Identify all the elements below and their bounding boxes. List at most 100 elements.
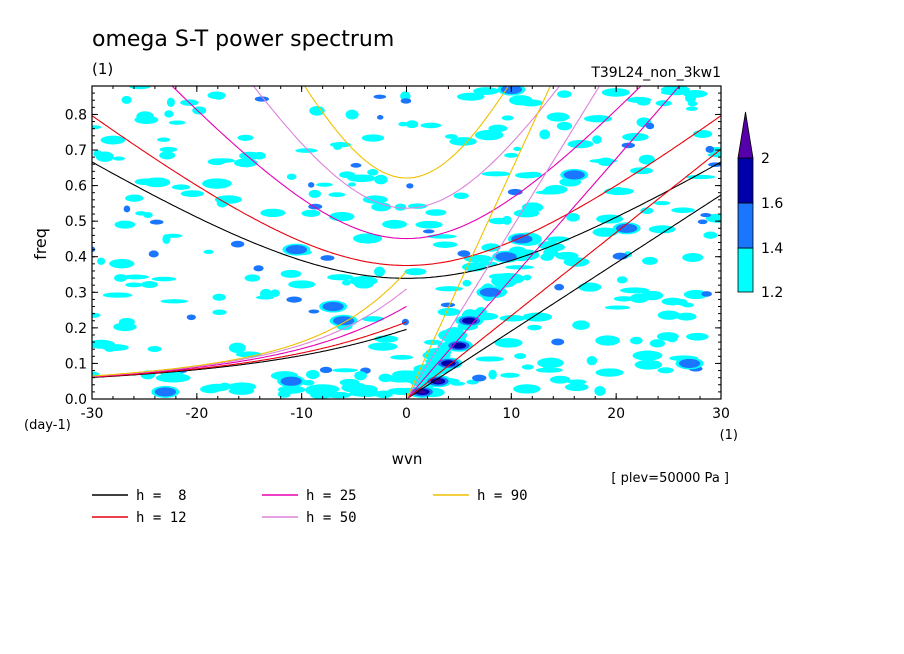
power-speckle [390,354,414,360]
power-speckle [539,129,551,140]
power-speckle [368,342,398,351]
power-contours [92,86,721,399]
power-speckle [700,213,712,218]
power-speckle [595,335,621,346]
power-speckle [163,233,183,238]
power-speckle [280,269,302,278]
power-speckle [538,241,561,250]
power-speckle [212,309,227,316]
spectral-peak [511,234,533,244]
power-speckle [453,192,469,199]
power-speckle [308,309,320,314]
power-speckle [457,250,471,257]
legend-label: h = 12 [136,510,187,526]
power-speckle [535,367,563,373]
power-speckle [472,374,487,382]
x-tick-label: 0 [402,406,411,422]
power-speckle [692,130,713,139]
power-speckle [228,387,255,395]
power-speckle [286,296,302,303]
y-tick-label: 0.6 [65,179,87,195]
power-speckle [347,182,357,187]
plot-background [92,86,721,399]
power-speckle [449,137,477,146]
power-speckle [636,98,651,106]
power-speckle [521,364,534,370]
power-speckle [143,211,153,218]
power-speckle [685,174,716,180]
power-speckle [479,261,498,266]
power-speckle [616,276,628,284]
power-speckle [97,257,106,265]
power-speckle [514,353,527,359]
power-speckle [147,346,162,352]
power-speckle [374,335,399,343]
power-speckle [112,156,125,161]
power-speckle [361,316,385,322]
power-speckle [604,187,634,196]
colorbar-label: 1.2 [761,285,783,301]
legend-label: h = 25 [306,488,357,504]
power-speckle [440,302,456,308]
power-speckle [505,265,534,270]
y-tick-label: 0.8 [65,107,87,123]
power-speckle [604,305,631,310]
power-speckle [253,265,264,272]
power-speckle [202,178,232,189]
spectral-peak [322,301,344,312]
spectral-peak [285,245,308,255]
power-speckle [394,203,407,211]
power-speckle [260,288,273,300]
power-speckle [499,315,526,322]
power-speckle [521,202,544,213]
inertia-gravity-curve [252,86,561,209]
power-speckle [420,122,442,129]
power-speckle [473,87,500,95]
power-speckle [186,314,196,321]
power-speckle [148,250,159,258]
spectral-peak [479,287,502,297]
power-speckle [584,115,613,123]
power-speckle [125,282,143,288]
power-speckle [305,384,340,395]
power-speckle [180,190,205,197]
power-speckle [288,280,316,289]
power-speckle [425,209,447,216]
power-speckle [437,307,461,316]
spectral-peak [495,252,517,262]
spectral-peak [563,170,585,180]
power-speckle [415,220,443,229]
power-speckle [475,356,504,362]
x-tick-label: -10 [290,406,313,422]
power-speckle [456,92,485,101]
power-speckle [643,257,655,265]
power-speckle [362,195,388,204]
power-speckle [567,139,594,149]
power-speckle [556,121,573,131]
kelvin-curve [405,86,551,399]
power-speckle [595,368,624,377]
power-speckle [350,163,362,168]
power-speckle [685,106,698,111]
power-speckle [109,258,135,269]
power-speckle [554,283,565,291]
inertia-gravity-curve [171,86,642,240]
power-speckle [301,209,321,217]
power-speckle [578,282,602,292]
power-speckle [341,279,352,286]
power-speckle [302,379,315,386]
spectral-peak [616,223,638,233]
power-speckle [444,134,458,139]
power-speckle [160,299,189,304]
inertia-gravity-curve [92,161,721,279]
power-speckle [481,243,501,252]
power-speckle [319,366,333,374]
power-speckle [549,375,571,384]
power-speckle [697,219,708,225]
colorbar-label: 1.4 [761,241,783,257]
power-speckle [286,173,297,180]
power-speckle [540,253,554,261]
chart-subtitle-right: T39L24_non_3kw1 [590,65,721,81]
power-speckle [212,293,226,301]
power-speckle [136,111,154,122]
